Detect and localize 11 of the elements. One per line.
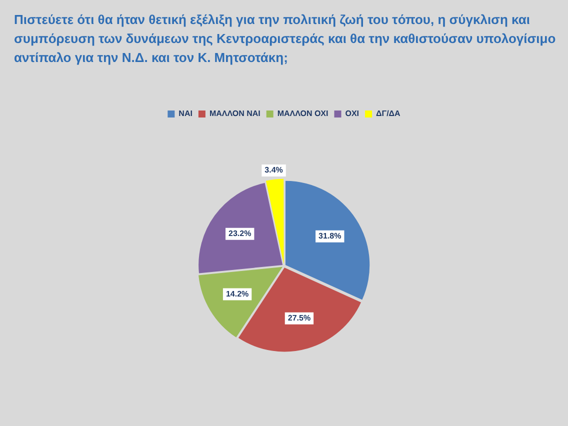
legend-label: ΝΑΙ <box>178 109 192 118</box>
data-label: 23.2% <box>228 229 252 238</box>
legend-label: ΟΧΙ <box>345 109 360 118</box>
legend-label: ΔΓ/ΔΑ <box>376 109 401 118</box>
data-label: 27.5% <box>288 314 311 323</box>
data-label: 3.4% <box>264 166 283 175</box>
chart-title: Πιστεύετε ότι θα ήταν θετική εξέλιξη για την πολιτική ζωή του τόπου, η σύγκλιση και συμπόρευση των δυνάμεων της Κεντροαριστεράς και θα την καθιστούσαν υπολογίσιμο αντίπαλο για την Ν.Δ. και τον Κ. Μητσοτάκη; <box>14 11 557 67</box>
data-label: 14.2% <box>226 289 249 298</box>
legend-label: ΜΑΛΛΟΝ ΝΑΙ <box>209 109 260 118</box>
data-label: 31.8% <box>318 232 342 241</box>
legend-label: ΜΑΛΛΟΝ ΟΧΙ <box>277 109 328 118</box>
